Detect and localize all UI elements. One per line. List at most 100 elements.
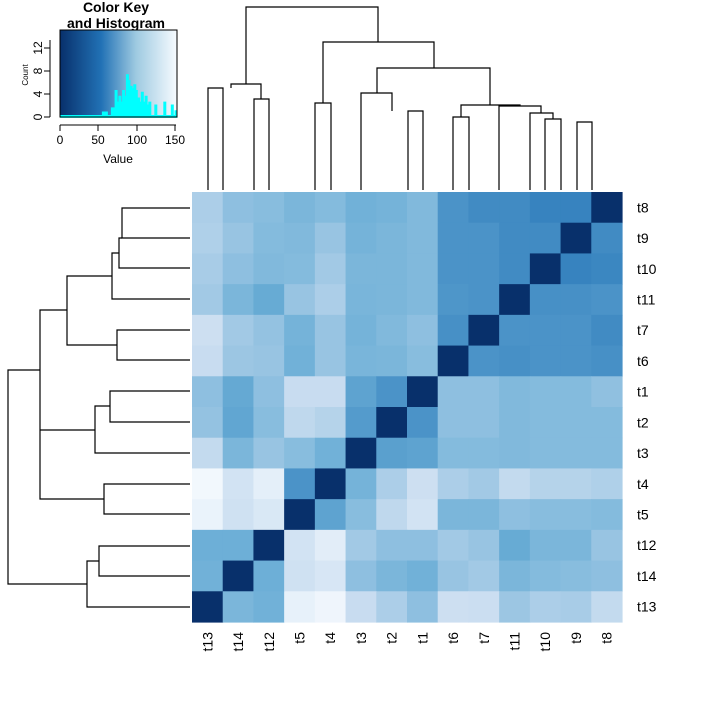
heatmap-cell xyxy=(345,222,377,255)
row-label: t14 xyxy=(637,568,657,584)
row-label: t2 xyxy=(637,414,649,430)
heatmap-cell xyxy=(222,284,255,316)
heatmap-cell xyxy=(499,192,531,224)
heatmap-cell xyxy=(284,222,316,255)
heatmap-cell xyxy=(253,253,285,285)
heatmap-cell xyxy=(192,529,224,562)
column-label: t9 xyxy=(568,632,584,644)
heatmap-cell xyxy=(314,314,347,347)
heatmap-cell xyxy=(529,222,562,255)
heatmap-cell xyxy=(376,437,408,470)
heatmap-cell xyxy=(192,222,224,255)
heatmap-cell xyxy=(314,222,347,255)
column-label: t1 xyxy=(414,632,430,644)
heatmap-cell xyxy=(468,253,500,285)
heatmap-cell xyxy=(591,529,623,562)
row-labels: t8 t9 t10 t11 t7 t6 t1 t2 t3 t4 t5 t12 t14 t13 xyxy=(637,199,657,614)
heatmap-cell xyxy=(407,376,439,408)
heatmap-cell xyxy=(345,192,377,224)
heatmap-cell xyxy=(407,468,439,500)
heatmap-cell xyxy=(284,529,316,562)
heatmap-cell xyxy=(529,437,562,470)
key-x-tick-label: 50 xyxy=(91,133,105,147)
heatmap-cell xyxy=(591,345,623,377)
color-key: Color Key and Histogram 0 4 8 12 Count 0… xyxy=(21,0,185,166)
row-dendrogram xyxy=(7,207,190,608)
heatmap-cell xyxy=(407,499,439,531)
heatmap-cell xyxy=(314,345,347,377)
heatmap-cell xyxy=(437,407,470,439)
column-labels: t13 t14 t12 t5 t4 t3 t2 t1 t6 t7 t11 t10 t9 t8 xyxy=(199,632,614,652)
heatmap-cell xyxy=(407,437,439,470)
heatmap-cell xyxy=(284,376,316,408)
heatmap-cell xyxy=(437,222,470,255)
heatmap-cell xyxy=(468,284,500,316)
heatmap-cell xyxy=(499,222,531,255)
heatmap-cell xyxy=(437,253,470,285)
heatmap-cell xyxy=(499,314,531,347)
heatmap-cell xyxy=(499,437,531,470)
heatmap-cell xyxy=(314,253,347,285)
heatmap-cell xyxy=(376,284,408,316)
heatmap-cell xyxy=(314,499,347,531)
heatmap-cell xyxy=(499,560,531,592)
heatmap-cell xyxy=(284,499,316,531)
heatmap-cell xyxy=(284,437,316,470)
heatmap-cell xyxy=(560,560,592,592)
heatmap-cell xyxy=(345,253,377,285)
heatmap-cell xyxy=(192,591,224,623)
heatmap-cell xyxy=(560,222,592,255)
heatmap-cell xyxy=(407,345,439,377)
heatmap-cell xyxy=(560,529,592,562)
heatmap-cell xyxy=(192,192,224,224)
heatmap-cell xyxy=(376,591,408,623)
heatmap-cell xyxy=(222,560,255,592)
column-label: t11 xyxy=(507,632,523,651)
heatmap-cell xyxy=(192,284,224,316)
column-label: t4 xyxy=(322,632,338,644)
heatmap-cell xyxy=(437,345,470,377)
color-key-title-line2: and Histogram xyxy=(67,15,165,31)
heatmap-cell xyxy=(345,407,377,439)
key-y-axis-title: Count xyxy=(21,64,30,86)
column-label: t13 xyxy=(199,632,215,652)
heatmap-cell xyxy=(376,222,408,255)
heatmap-cell xyxy=(376,376,408,408)
heatmap-cell xyxy=(468,468,500,500)
heatmap-cell xyxy=(407,192,439,224)
heatmap-cell xyxy=(529,560,562,592)
heatmap-cell xyxy=(437,560,470,592)
heatmap-cell xyxy=(345,437,377,470)
heatmap-cell xyxy=(407,591,439,623)
heatmap-cell xyxy=(192,314,224,347)
heatmap-cell xyxy=(345,376,377,408)
key-y-tick-label: 12 xyxy=(31,41,45,55)
heatmap-cell xyxy=(407,560,439,592)
row-label: t9 xyxy=(637,230,649,246)
heatmap-cell xyxy=(591,468,623,500)
heatmap-cell xyxy=(253,407,285,439)
heatmap-cell xyxy=(345,591,377,623)
heatmap-cell xyxy=(468,499,500,531)
heatmap-cell xyxy=(591,591,623,623)
heatmap-cell xyxy=(591,560,623,592)
heatmap-cell xyxy=(560,345,592,377)
heatmap-cell xyxy=(253,192,285,224)
heatmap-cell xyxy=(437,529,470,562)
heatmap-cell xyxy=(222,468,255,500)
row-label: t11 xyxy=(637,292,656,308)
heatmap-cell xyxy=(560,591,592,623)
heatmap-cell xyxy=(529,499,562,531)
heatmap-cell xyxy=(314,560,347,592)
heatmap-cell xyxy=(529,284,562,316)
column-label: t12 xyxy=(261,632,277,652)
heatmap-cell xyxy=(529,468,562,500)
heatmap-cell xyxy=(376,468,408,500)
column-label: t3 xyxy=(353,632,369,644)
key-x-tick-label: 0 xyxy=(57,133,64,147)
heatmap-cell xyxy=(529,314,562,347)
column-label: t6 xyxy=(445,632,461,644)
heatmap-cell xyxy=(468,314,500,347)
heatmap-cell xyxy=(284,284,316,316)
heatmap-cell xyxy=(253,499,285,531)
